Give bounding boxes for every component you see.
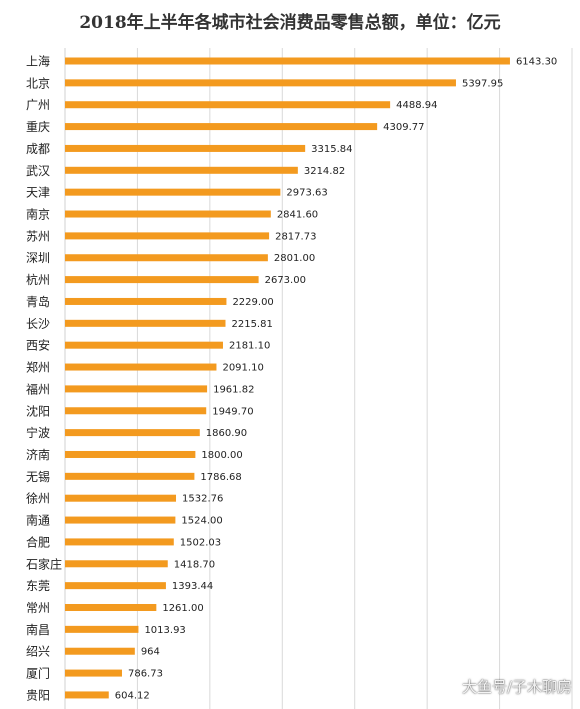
data-label: 786.73 (128, 669, 163, 680)
bar (65, 494, 177, 502)
bar (65, 647, 135, 655)
data-label: 1532.76 (182, 494, 223, 505)
bar (65, 341, 223, 349)
data-label: 1418.70 (174, 559, 215, 570)
bar (65, 604, 157, 611)
bar (65, 407, 207, 415)
bar (65, 450, 196, 458)
category-label: 广州 (26, 98, 50, 112)
category-label: 长沙 (26, 317, 50, 331)
category-label: 上海 (26, 54, 50, 69)
bar (65, 254, 268, 262)
category-label: 贵阳 (26, 688, 50, 702)
bar (65, 210, 271, 218)
data-label: 2817.73 (275, 231, 316, 242)
bar (65, 385, 208, 393)
data-label: 1524.00 (181, 516, 222, 527)
bar (65, 472, 195, 480)
category-label: 青岛 (26, 294, 50, 309)
bar (65, 669, 122, 677)
data-label: 2673.00 (265, 275, 306, 286)
category-label: 南京 (26, 207, 50, 222)
data-label: 1800.00 (201, 450, 242, 461)
category-label: 福州 (26, 381, 50, 396)
category-label: 深圳 (26, 251, 50, 265)
bar (65, 516, 176, 524)
data-label: 1860.90 (206, 428, 247, 439)
category-label: 沈阳 (26, 403, 50, 418)
category-label: 南昌 (26, 622, 50, 637)
data-label: 2181.10 (229, 341, 270, 352)
gridlines (64, 48, 573, 709)
data-label: 2229.00 (232, 297, 273, 308)
category-label: 合肥 (26, 534, 50, 549)
bar (65, 319, 226, 327)
category-label: 济南 (26, 447, 50, 462)
data-label: 2215.81 (231, 319, 272, 330)
category-label: 宁波 (26, 425, 50, 440)
data-label: 2841.60 (277, 210, 318, 221)
category-label: 北京 (26, 76, 50, 90)
data-label: 1261.00 (162, 603, 203, 614)
bar (65, 429, 200, 437)
data-label: 2973.63 (286, 188, 327, 199)
bar (65, 101, 391, 109)
category-label: 成都 (26, 142, 50, 156)
bar (65, 625, 139, 633)
chart-title: 2018年上半年各城市社会消费品零售总额，单位：亿元 (79, 13, 501, 33)
data-label: 6143.30 (516, 57, 557, 68)
category-label: 杭州 (26, 272, 50, 287)
bar (65, 188, 281, 196)
data-label: 1949.70 (212, 406, 253, 417)
bar (65, 123, 378, 131)
bar (65, 582, 166, 590)
bar (65, 276, 259, 284)
category-label: 南通 (26, 513, 50, 528)
bar (65, 538, 174, 546)
data-label: 1393.44 (172, 581, 213, 592)
data-label: 5397.95 (462, 78, 503, 89)
data-label: 964 (141, 647, 160, 658)
bar (65, 79, 456, 87)
data-label: 3214.82 (304, 166, 345, 177)
data-label: 4488.94 (396, 100, 437, 111)
category-label: 石家庄 (26, 556, 62, 571)
category-label: 西安 (26, 338, 50, 353)
data-label: 3315.84 (311, 144, 352, 155)
category-label: 重庆 (26, 120, 50, 134)
category-label: 绍兴 (26, 645, 50, 659)
data-label: 2801.00 (274, 253, 315, 264)
data-label: 604.12 (115, 690, 150, 701)
category-label: 郑州 (26, 360, 50, 375)
bar (65, 232, 270, 240)
bar (65, 363, 217, 371)
data-label: 1502.03 (180, 537, 221, 548)
category-label: 厦门 (26, 666, 50, 681)
watermark: 大鱼号/子木聊房 (461, 678, 572, 696)
category-label: 徐州 (26, 491, 50, 506)
category-label: 常州 (26, 601, 50, 615)
data-label: 1961.82 (213, 384, 254, 395)
data-label: 4309.77 (383, 122, 424, 133)
bar (65, 57, 510, 65)
category-label: 武汉 (26, 164, 50, 178)
data-label: 2091.10 (222, 363, 263, 374)
data-label: 1786.68 (200, 472, 241, 483)
bar (65, 166, 298, 174)
bar (65, 691, 109, 699)
data-label: 1013.93 (144, 625, 185, 636)
bar (65, 560, 168, 568)
category-label: 天津 (26, 186, 50, 200)
bars: 上海 6143.30 北京 5397.95 广州 4488.94 重庆 4309.77 成都 33… (26, 54, 557, 703)
category-label: 无锡 (26, 469, 50, 484)
bar (65, 144, 306, 152)
bar (65, 297, 227, 305)
category-label: 东莞 (26, 579, 50, 593)
category-label: 苏州 (26, 229, 50, 243)
